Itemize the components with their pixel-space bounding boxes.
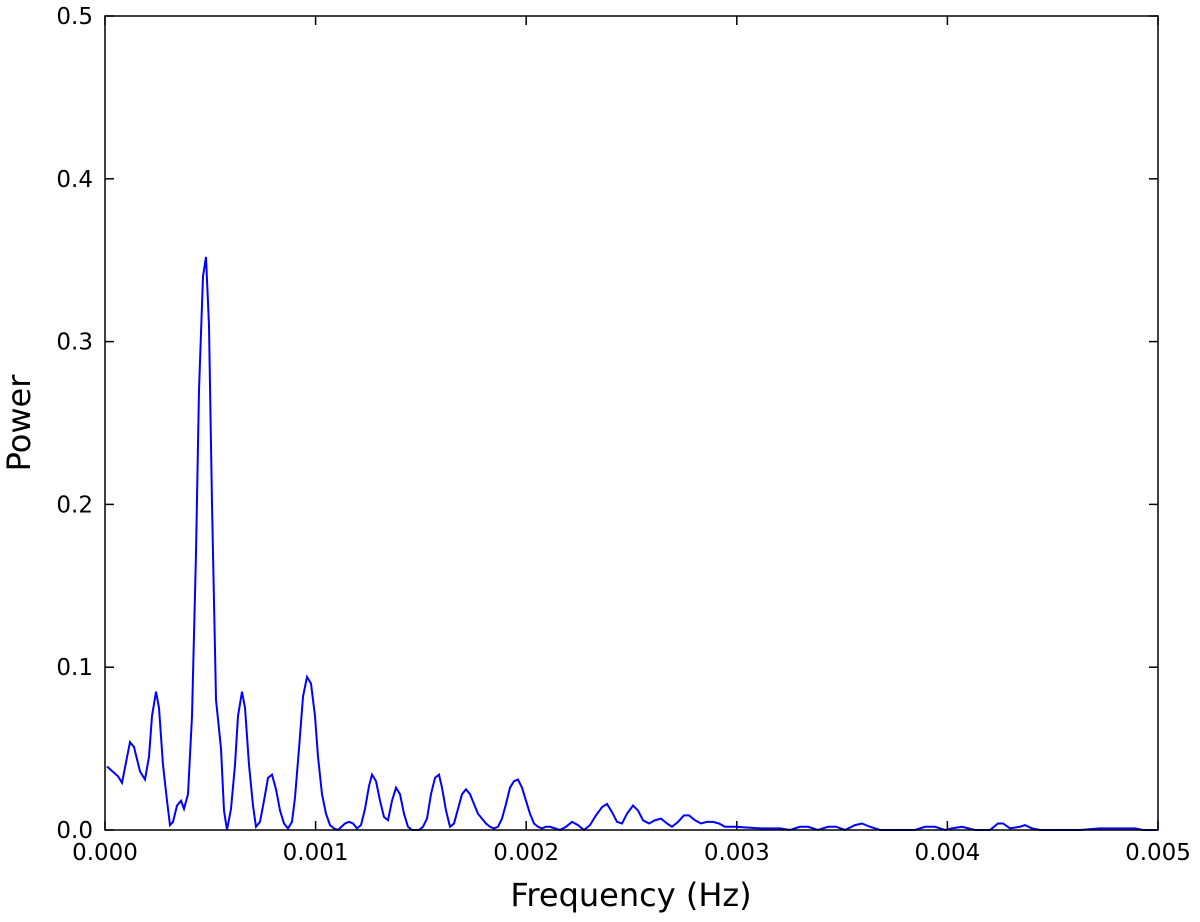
y-tick-label: 0.2 <box>56 492 93 518</box>
x-tick-label: 0.001 <box>283 840 349 866</box>
x-tick-label: 0.002 <box>493 840 559 866</box>
plot-frame <box>104 15 1159 831</box>
x-axis-label: Frequency (Hz) <box>510 876 751 914</box>
y-axis-label: Power <box>0 374 38 472</box>
y-tick-label: 0.0 <box>56 818 93 844</box>
x-tick-label: 0.005 <box>1125 840 1191 866</box>
data-line <box>106 256 1158 832</box>
y-tick-label: 0.1 <box>56 655 93 681</box>
y-tick-label: 0.5 <box>56 4 93 30</box>
x-tick-label: 0.003 <box>704 840 770 866</box>
x-tick-label: 0.004 <box>914 840 980 866</box>
x-tick-label: 0.000 <box>72 840 138 866</box>
y-tick-label: 0.4 <box>56 167 93 193</box>
y-tick-label: 0.3 <box>56 330 93 356</box>
